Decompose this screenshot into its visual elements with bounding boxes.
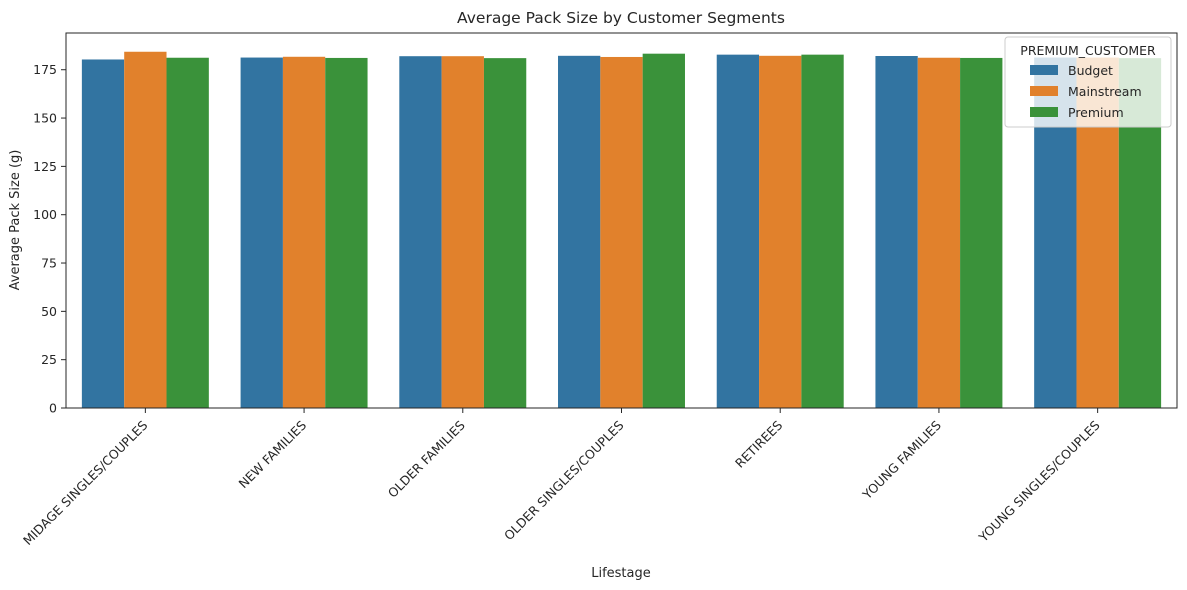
legend: PREMIUM_CUSTOMER Budget Mainstream Premium bbox=[1004, 36, 1172, 128]
y-tick-label: 75 bbox=[41, 256, 57, 271]
bar-mainstream-2 bbox=[441, 56, 484, 408]
axes-frame bbox=[65, 32, 1178, 409]
y-tick-label: 25 bbox=[41, 352, 57, 367]
x-tick-label: RETIREES bbox=[732, 417, 785, 470]
x-tick-label: YOUNG FAMILIES bbox=[859, 417, 944, 502]
legend-label-budget: Budget bbox=[1068, 63, 1113, 78]
x-tick-label: OLDER FAMILIES bbox=[385, 417, 468, 500]
legend-swatch-mainstream bbox=[1030, 86, 1058, 96]
legend-label-premium: Premium bbox=[1068, 105, 1124, 120]
bar-premium-4 bbox=[801, 54, 844, 409]
legend-label-mainstream: Mainstream bbox=[1068, 84, 1142, 99]
y-axis-title: Average Pack Size (g) bbox=[8, 150, 23, 291]
y-tick-label: 175 bbox=[33, 62, 57, 77]
bar-mainstream-3 bbox=[600, 56, 643, 408]
bar-budget-1 bbox=[240, 57, 283, 409]
bar-premium-2 bbox=[483, 58, 527, 408]
legend-swatch-premium bbox=[1030, 107, 1058, 117]
bar-budget-4 bbox=[716, 54, 760, 409]
bar-budget-5 bbox=[875, 56, 918, 408]
x-axis-title: Lifestage bbox=[591, 566, 651, 581]
bar-premium-5 bbox=[960, 57, 1003, 408]
y-tick-label: 150 bbox=[33, 111, 57, 126]
x-tick-label: OLDER SINGLES/COUPLES bbox=[501, 417, 627, 543]
bar-mainstream-4 bbox=[759, 55, 802, 409]
x-tick-label: MIDAGE SINGLES/COUPLES bbox=[20, 417, 150, 547]
bar-budget-2 bbox=[399, 56, 442, 408]
y-tick-label: 125 bbox=[33, 159, 57, 174]
bar-premium-3 bbox=[642, 53, 685, 409]
bar-premium-0 bbox=[166, 57, 209, 409]
legend-swatch-budget bbox=[1030, 65, 1058, 75]
legend-box bbox=[1004, 36, 1172, 128]
bar-mainstream-1 bbox=[282, 56, 326, 408]
bar-mainstream-5 bbox=[917, 57, 961, 409]
y-tick-label: 100 bbox=[33, 207, 57, 222]
legend-title: PREMIUM_CUSTOMER bbox=[1020, 43, 1156, 58]
x-tick-label: YOUNG SINGLES/COUPLES bbox=[975, 417, 1103, 545]
x-tick-label: NEW FAMILIES bbox=[236, 417, 310, 491]
bar-mainstream-0 bbox=[124, 51, 167, 408]
bar-premium-1 bbox=[325, 57, 368, 408]
bar-budget-3 bbox=[558, 55, 601, 409]
y-tick-label: 50 bbox=[41, 304, 57, 319]
chart-title: Average Pack Size by Customer Segments bbox=[457, 9, 785, 27]
y-tick-label: 0 bbox=[49, 401, 57, 416]
plot-area: 0 25 50 75 100 125 150 175 MIDAGE SINGLES/COUPLE… bbox=[20, 32, 1178, 548]
bar-budget-0 bbox=[81, 59, 125, 408]
